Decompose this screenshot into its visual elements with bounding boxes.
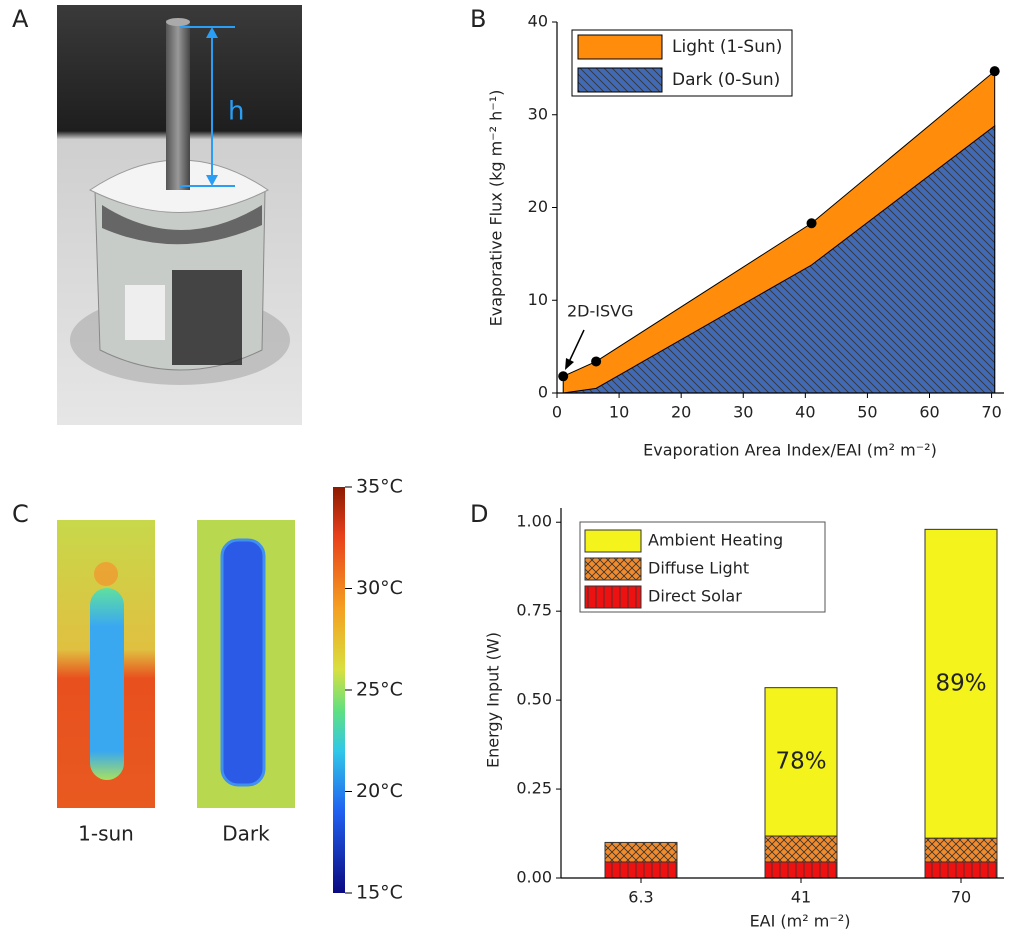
x-tick-label: 41 <box>791 888 811 907</box>
share-label: 89% <box>935 670 986 696</box>
y-tick-label: 0.25 <box>516 779 552 798</box>
y-tick-label: 20 <box>528 197 548 216</box>
photo <box>57 5 302 425</box>
image-label: 1-sun <box>78 822 134 846</box>
x-axis-label: Evaporation Area Index/EAI (m² m⁻²) <box>643 441 937 460</box>
x-tick-label: 6.3 <box>628 888 653 907</box>
legend-label: Light (1-Sun) <box>672 37 782 57</box>
point <box>989 66 1000 77</box>
y-tick-label: 30 <box>528 104 548 123</box>
y-axis-label: Energy Input (W) <box>484 632 503 768</box>
annotation: 2D-ISVG <box>567 302 634 321</box>
colorbar-label: 15°C <box>356 882 403 904</box>
share-label: 78% <box>775 748 826 774</box>
image-label: Dark <box>222 822 270 846</box>
x-tick-label: 40 <box>795 403 815 422</box>
y-tick-label: 1.00 <box>516 512 552 531</box>
annotation-arrow <box>565 329 585 370</box>
panel-label: B <box>470 5 486 33</box>
photo-annotation: h <box>228 97 244 127</box>
y-axis-label: Evaporative Flux (kg m⁻² h⁻¹) <box>487 90 506 327</box>
legend-swatch <box>584 585 642 609</box>
legend-swatch <box>577 67 663 93</box>
colorbar-label: 30°C <box>356 577 403 599</box>
panel-label: C <box>12 500 29 528</box>
legend-swatch <box>584 557 642 581</box>
legend-swatch <box>577 34 663 60</box>
panel-label: D <box>470 500 488 528</box>
colorbar-label: 35°C <box>356 476 403 498</box>
bar-segment <box>764 861 838 879</box>
bar-segment <box>924 861 998 879</box>
bar-segment <box>764 835 838 863</box>
y-tick-label: 0.50 <box>516 690 552 709</box>
point <box>558 371 569 382</box>
bar-segment <box>924 837 998 863</box>
bar-segment <box>924 528 998 839</box>
point <box>806 218 817 229</box>
x-axis-label: EAI (m² m⁻²) <box>750 912 851 931</box>
colorbar-label: 20°C <box>356 780 403 802</box>
bar-segment <box>764 687 838 837</box>
x-tick-label: 10 <box>609 403 629 422</box>
legend-label: Ambient Heating <box>648 531 783 550</box>
y-tick-label: 40 <box>528 12 548 31</box>
x-tick-label: 70 <box>981 403 1001 422</box>
bar-segment <box>604 861 678 879</box>
y-tick-label: 0.75 <box>516 601 552 620</box>
x-tick-label: 30 <box>733 403 753 422</box>
panel-label: A <box>12 5 29 33</box>
x-tick-label: 20 <box>671 403 691 422</box>
point <box>591 356 602 367</box>
thermal-images <box>57 487 345 893</box>
legend-label: Diffuse Light <box>648 559 749 578</box>
legend-label: Direct Solar <box>648 587 742 606</box>
colorbar-label: 25°C <box>356 679 403 701</box>
x-tick-label: 50 <box>857 403 877 422</box>
y-tick-label: 0.00 <box>516 868 552 887</box>
x-tick-label: 0 <box>552 403 562 422</box>
x-tick-label: 70 <box>951 888 971 907</box>
y-tick-label: 10 <box>528 290 548 309</box>
x-tick-label: 60 <box>919 403 939 422</box>
legend-swatch <box>584 529 642 553</box>
bar-segment <box>604 841 678 863</box>
legend-label: Dark (0-Sun) <box>672 70 780 90</box>
y-tick-label: 0 <box>538 383 548 402</box>
